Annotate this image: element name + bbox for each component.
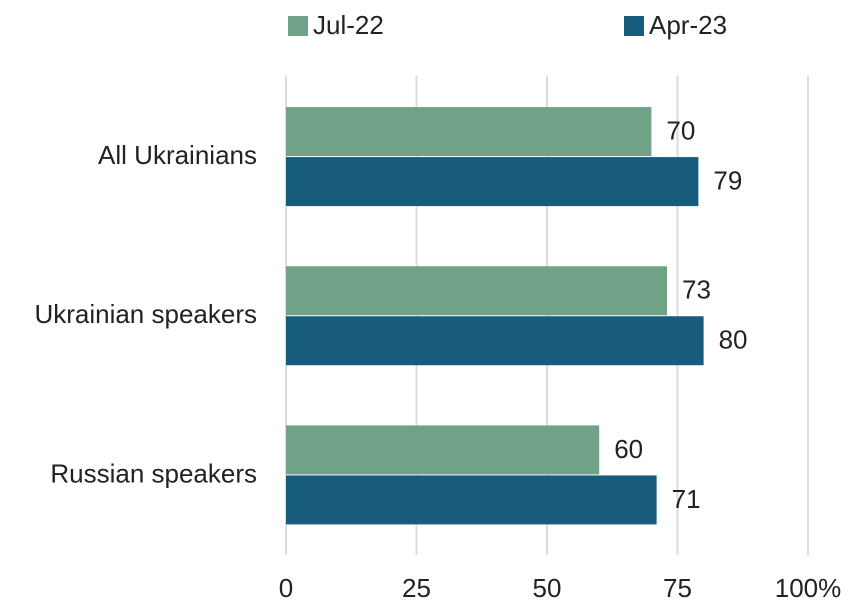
bar <box>286 266 668 316</box>
x-tick-label: 75 <box>663 573 692 603</box>
value-label: 79 <box>713 165 742 195</box>
x-tick-label: 100% <box>775 573 842 603</box>
bar <box>286 157 699 207</box>
bar <box>286 316 704 366</box>
legend-label: Jul-22 <box>313 10 384 40</box>
value-label: 73 <box>682 275 711 305</box>
y-tick-label: Ukrainian speakers <box>34 299 257 329</box>
value-label: 70 <box>666 115 695 145</box>
x-tick-label: 0 <box>279 573 293 603</box>
bar <box>286 107 652 157</box>
x-tick-label: 25 <box>402 573 431 603</box>
value-label: 60 <box>614 434 643 464</box>
value-label: 71 <box>672 484 701 514</box>
x-tick-label: 50 <box>533 573 562 603</box>
y-tick-label: All Ukrainians <box>98 140 257 170</box>
legend-swatch <box>288 16 308 36</box>
y-tick-label: Russian speakers <box>50 458 257 488</box>
legend-swatch <box>624 16 644 36</box>
legend-label: Apr-23 <box>649 10 727 40</box>
value-label: 80 <box>719 325 748 355</box>
bar <box>286 475 657 525</box>
bar <box>286 425 600 475</box>
